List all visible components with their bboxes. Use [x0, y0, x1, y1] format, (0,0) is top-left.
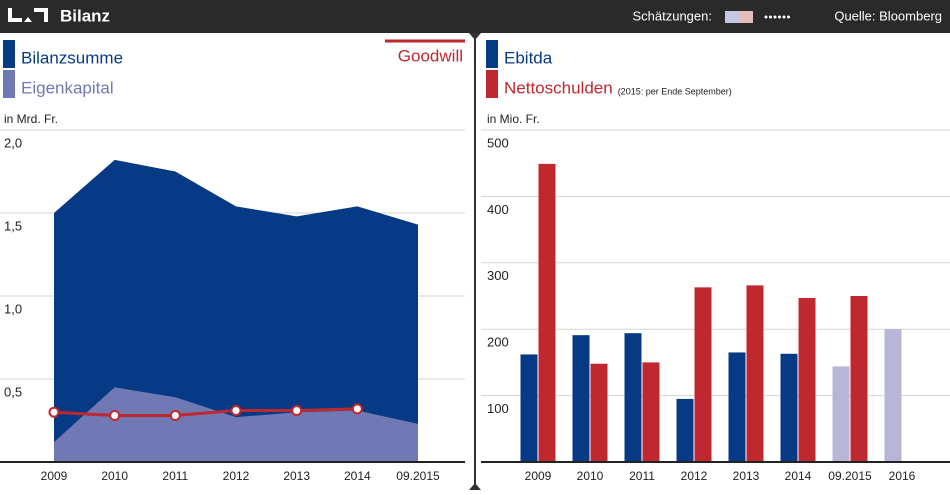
bar	[520, 354, 538, 462]
bar	[642, 362, 660, 462]
legend-swatch	[486, 70, 498, 98]
x-tick-label: 2009	[525, 469, 552, 483]
x-tick-label: 2009	[41, 469, 68, 483]
logo	[8, 8, 48, 22]
line-marker	[351, 403, 363, 415]
bar	[572, 335, 590, 462]
legend-label: Ebitda	[504, 48, 553, 67]
estimate-swatch	[725, 11, 739, 23]
bar	[850, 296, 868, 462]
bar	[694, 287, 712, 462]
y-tick-label: 0,5	[4, 384, 22, 399]
bar	[798, 297, 816, 462]
divider-arrow	[469, 33, 481, 40]
x-tick-label: 2011	[162, 469, 188, 483]
bar	[676, 398, 694, 462]
axis-label: in Mio. Fr.	[487, 112, 540, 126]
x-tick-label: 2012	[681, 469, 708, 483]
x-tick-label: 2013	[733, 469, 760, 483]
legend-swatch	[3, 70, 15, 98]
bar	[746, 285, 764, 462]
legend-label: Goodwill	[398, 46, 463, 65]
y-tick-label: 400	[487, 202, 509, 217]
x-tick-label: 2010	[577, 469, 604, 483]
x-tick-label: 2014	[785, 469, 812, 483]
line-marker	[230, 405, 242, 417]
legend-label: Eigenkapital	[21, 78, 114, 97]
bar	[884, 329, 902, 462]
bar	[832, 366, 850, 462]
y-tick-label: 2,0	[4, 135, 22, 150]
axis-label: in Mrd. Fr.	[4, 112, 58, 126]
source: Quelle: Bloomberg	[834, 8, 942, 23]
legend-label: Nettoschulden	[504, 78, 613, 97]
x-tick-label: 2012	[223, 469, 250, 483]
x-tick-label: 09.2015	[828, 469, 872, 483]
bar	[728, 352, 746, 462]
y-tick-label: 200	[487, 335, 509, 350]
y-tick-label: 1,5	[4, 218, 22, 233]
area	[54, 159, 418, 462]
y-tick-label: 500	[487, 135, 509, 150]
estimates-label: Schätzungen:	[632, 8, 712, 23]
line-marker	[109, 410, 121, 422]
line	[53, 407, 358, 418]
estimate-swatch	[739, 11, 753, 23]
header-bar	[0, 0, 950, 33]
x-tick-label: 2016	[889, 469, 916, 483]
y-tick-label: 300	[487, 268, 509, 283]
bar	[780, 353, 798, 462]
legend-note: (2015: per Ende September)	[618, 86, 732, 96]
line-marker	[291, 405, 303, 417]
legend-swatch	[486, 40, 498, 68]
area	[54, 387, 418, 462]
y-tick-label: 1,0	[4, 301, 22, 316]
y-tick-label: 100	[487, 401, 509, 416]
line-marker	[169, 410, 181, 422]
x-tick-label: 2014	[344, 469, 371, 483]
dots	[764, 15, 790, 19]
x-tick-label: 09.2015	[396, 469, 440, 483]
bar	[538, 163, 556, 462]
bar	[624, 333, 642, 462]
x-tick-label: 2011	[629, 469, 655, 483]
x-tick-label: 2010	[101, 469, 128, 483]
legend-label: Bilanzsumme	[21, 48, 123, 67]
divider-arrow	[469, 483, 481, 490]
legend-swatch	[3, 40, 15, 68]
header-title: Bilanz	[60, 6, 110, 25]
bar	[590, 363, 608, 462]
x-tick-label: 2013	[283, 469, 310, 483]
line-marker	[48, 406, 60, 418]
